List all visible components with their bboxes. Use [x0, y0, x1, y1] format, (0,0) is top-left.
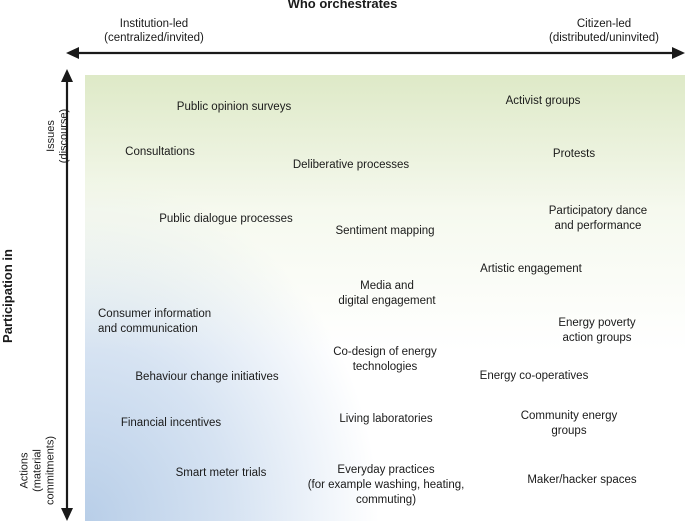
label-community-energy-groups: Community energy groups — [514, 409, 624, 439]
horizontal-axis-right-arrowhead — [672, 47, 685, 59]
label-everyday-practices: Everyday practices (for example washing,… — [296, 463, 476, 508]
label-consumer-information: Consumer information and communication — [98, 307, 238, 337]
label-behaviour-change-initiatives: Behaviour change initiatives — [135, 371, 279, 383]
label-protests: Protests — [552, 148, 596, 160]
label-public-opinion-surveys: Public opinion surveys — [176, 101, 292, 113]
label-smart-meter-trials: Smart meter trials — [175, 467, 267, 479]
x-pole-right-line2: (distributed/uninvited) — [549, 32, 659, 44]
label-consultations: Consultations — [125, 146, 195, 158]
label-artistic-engagement: Artistic engagement — [480, 263, 582, 275]
label-energy-poverty-line1: Energy poverty — [558, 317, 636, 329]
label-participatory-dance-line2: and performance — [554, 220, 642, 232]
label-financial-incentives: Financial incentives — [120, 417, 222, 429]
horizontal-axis-left-arrowhead — [66, 47, 79, 59]
label-media-line1: Media and — [360, 280, 414, 292]
y-pole-bottom-line3: commitments) — [44, 435, 57, 506]
label-everyday-line3: commuting) — [355, 494, 417, 506]
label-maker-hacker-spaces: Maker/hacker spaces — [527, 474, 637, 486]
label-consumer-info-line1: Consumer information — [98, 308, 212, 320]
label-consumer-info-line2: and communication — [98, 323, 198, 335]
label-community-energy-line1: Community energy — [520, 410, 618, 422]
x-pole-left-line2: (centralized/invited) — [104, 32, 204, 44]
chart-title: Who orchestrates — [287, 0, 398, 11]
x-pole-citizen-led: Citizen-led (distributed/uninvited) — [541, 17, 667, 45]
label-everyday-line2: (for example washing, heating, — [307, 479, 465, 491]
label-living-laboratories: Living laboratories — [339, 413, 433, 425]
x-pole-institution-led: Institution-led (centralized/invited) — [96, 17, 212, 45]
vertical-axis-top-arrowhead — [61, 69, 73, 82]
y-pole-bottom-line1: Actions — [18, 452, 31, 489]
label-activist-groups: Activist groups — [505, 95, 581, 107]
x-pole-left-line1: Institution-led — [119, 18, 189, 30]
vertical-axis-bottom-arrowhead — [61, 508, 73, 521]
y-pole-top-line2: (discourse) — [58, 108, 70, 164]
label-media-line2: digital engagement — [338, 295, 436, 307]
label-co-design-energy-technologies: Co-design of energy technologies — [320, 345, 450, 375]
label-codesign-line1: Co-design of energy — [333, 346, 437, 358]
label-energy-poverty-action-groups: Energy poverty action groups — [540, 316, 654, 346]
label-community-energy-line2: groups — [551, 425, 587, 437]
y-pole-issues: Issues (discourse) — [45, 96, 71, 176]
y-pole-actions: Actions (material commitments) — [19, 431, 58, 511]
plot-area — [85, 75, 685, 521]
label-media-digital-engagement: Media and digital engagement — [322, 279, 452, 309]
label-energy-poverty-line2: action groups — [562, 332, 632, 344]
label-energy-co-operatives: Energy co-operatives — [479, 370, 589, 382]
y-axis-title: Participation in — [0, 249, 15, 343]
label-participatory-dance-line1: Participatory dance — [548, 205, 648, 217]
label-sentiment-mapping: Sentiment mapping — [335, 225, 435, 237]
label-public-dialogue-processes: Public dialogue processes — [159, 213, 293, 225]
label-deliberative-processes: Deliberative processes — [292, 159, 410, 171]
label-everyday-line1: Everyday practices — [337, 464, 435, 476]
label-participatory-dance: Participatory dance and performance — [536, 204, 660, 234]
y-pole-top-line1: Issues — [45, 120, 57, 152]
x-pole-right-line1: Citizen-led — [576, 18, 632, 30]
label-codesign-line2: technologies — [352, 361, 418, 373]
y-pole-bottom-line2: (material — [31, 449, 44, 492]
